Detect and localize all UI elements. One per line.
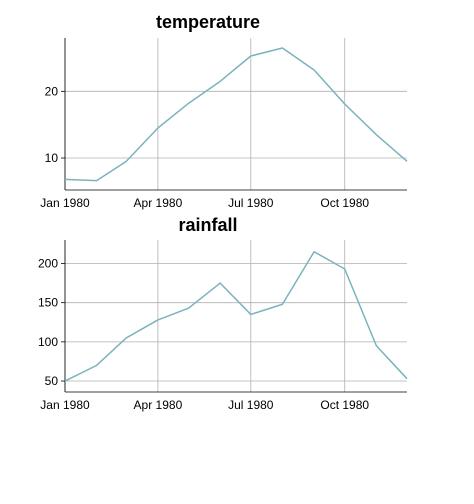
series-line (64, 47, 408, 182)
chart-title: rainfall (178, 215, 237, 235)
x-tick-label: Oct 1980 (320, 196, 369, 210)
y-tick-label: 20 (45, 84, 59, 98)
chart-title: temperature (156, 12, 260, 32)
x-tick-label: Jan 1980 (40, 196, 90, 210)
y-tick-label: 200 (38, 257, 58, 271)
y-tick-label: 50 (45, 374, 59, 388)
y-tick-label: 150 (38, 296, 58, 310)
x-tick-label: Jul 1980 (228, 196, 274, 210)
x-tick-label: Apr 1980 (134, 398, 183, 412)
x-tick-label: Jul 1980 (228, 398, 274, 412)
x-tick-label: Jan 1980 (40, 398, 90, 412)
y-tick-label: 100 (38, 335, 58, 349)
x-tick-label: Oct 1980 (320, 398, 369, 412)
series-line (64, 251, 408, 382)
rainfall-chart: rainfall Jan 1980 Apr 1980 Jul 1980 Oct 198… (38, 215, 408, 412)
x-tick-label: Apr 1980 (134, 196, 183, 210)
y-tick-label: 10 (45, 151, 59, 165)
temperature-chart: temperature Jan 1980 Apr 1980 Jul 1980 Oct … (40, 12, 408, 210)
